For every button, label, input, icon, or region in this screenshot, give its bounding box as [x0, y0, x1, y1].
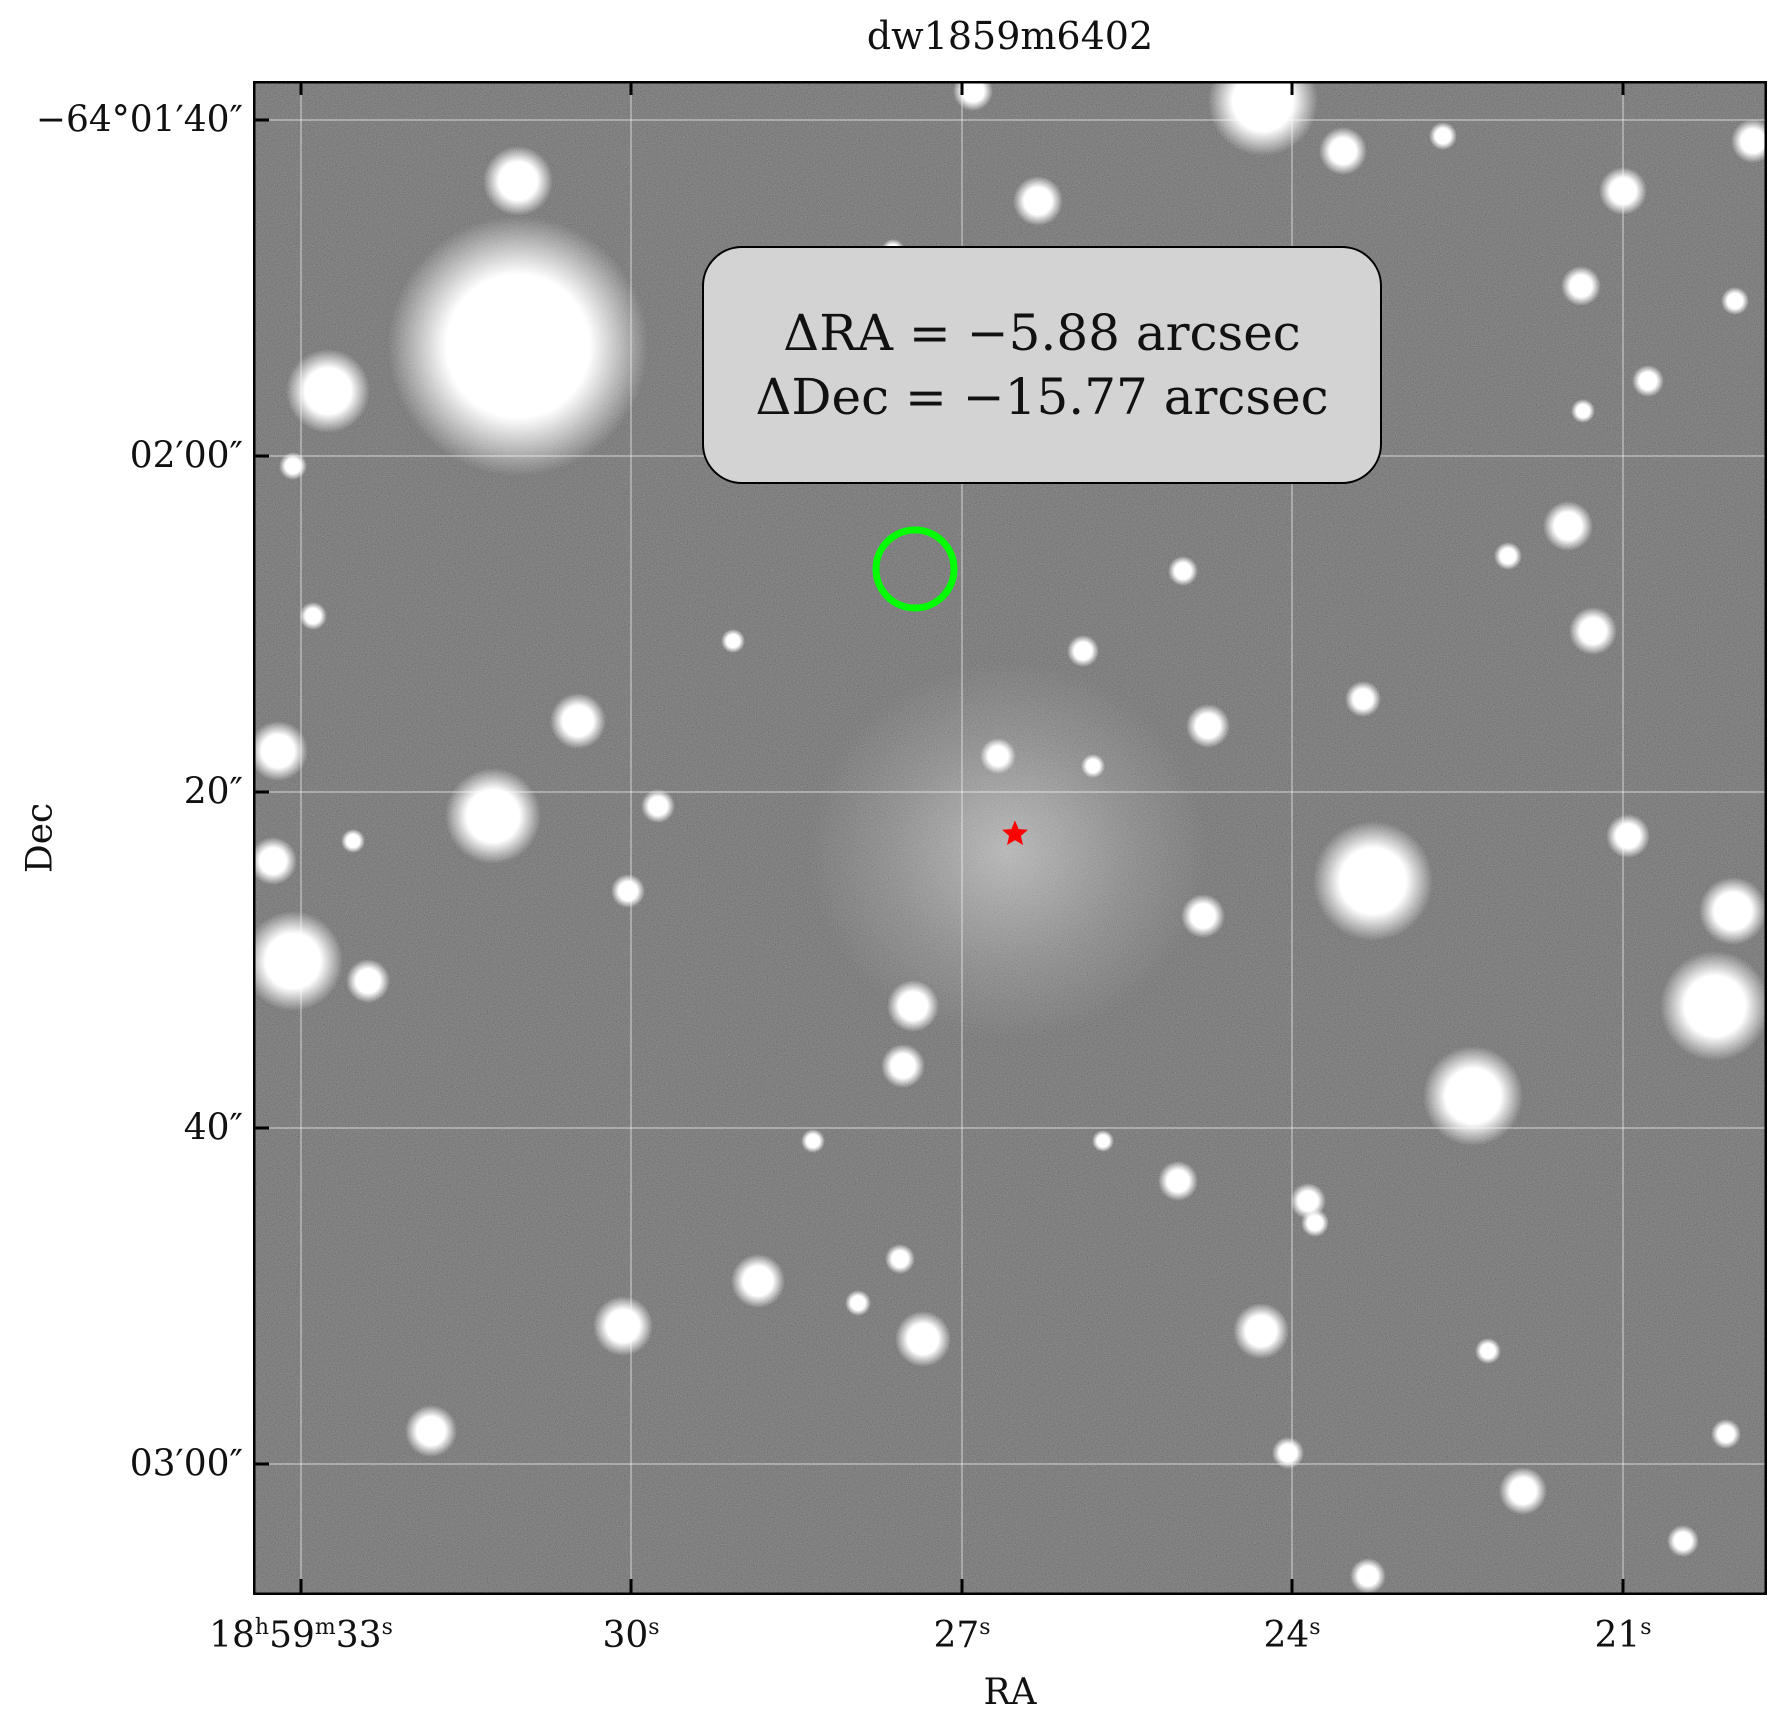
star-source [1301, 1209, 1329, 1237]
star-source [1013, 176, 1063, 226]
star-source [341, 829, 365, 853]
dwarf-galaxy-glow [808, 661, 1208, 1041]
star-source [1721, 287, 1749, 315]
star-source [1313, 821, 1433, 941]
star-source [1543, 501, 1593, 551]
star-source [1319, 127, 1367, 175]
figure-title: dw1859m6402 [866, 14, 1154, 58]
star-source [881, 1044, 925, 1088]
star-source [1158, 1161, 1198, 1201]
star-source [593, 1296, 653, 1356]
star-source [388, 216, 648, 476]
star-source [895, 1311, 951, 1367]
dec-tick-label: 20″ [183, 771, 243, 813]
star-source [445, 768, 541, 864]
star-source [253, 721, 308, 781]
star-source [1660, 951, 1767, 1061]
star-source [801, 1129, 825, 1153]
green-circle-marker [872, 526, 958, 612]
coordinate-grid [253, 81, 1767, 1595]
star-source [1711, 1419, 1741, 1449]
star-source [731, 1254, 785, 1308]
dec-tick-label: 02′00″ [129, 435, 243, 477]
star-source [1499, 1467, 1547, 1515]
star-source [1181, 894, 1225, 938]
dec-tick-label: −64°01′40″ [35, 99, 243, 141]
star-source [1571, 399, 1595, 423]
star-source [550, 693, 606, 749]
axis-ticks [253, 81, 1625, 1595]
star-source [1186, 704, 1230, 748]
ra-tick-label: 24s [1263, 1615, 1321, 1656]
star-source [1092, 1130, 1114, 1152]
star-source [641, 789, 675, 823]
delta-ra-text: ΔRA = −5.88 arcsec [783, 304, 1301, 362]
star-field [253, 81, 1767, 1594]
ra-tick-label: 27s [933, 1615, 991, 1656]
star-source [1569, 607, 1617, 655]
star-source [1429, 122, 1457, 150]
star-source [286, 349, 370, 433]
star-source [1423, 1046, 1523, 1146]
star-source [845, 1290, 871, 1316]
ra-tick-label: 18h59m33s [209, 1615, 393, 1656]
star-source [1667, 1525, 1699, 1557]
panel-frame [253, 81, 1767, 1595]
star-source [1233, 1303, 1289, 1359]
star-source [346, 959, 390, 1003]
red-star-marker [1002, 820, 1028, 845]
y-axis-label: Dec [19, 802, 61, 874]
dec-tick-label: 40″ [183, 1107, 243, 1149]
star-source [1561, 266, 1601, 306]
star-source [299, 602, 327, 630]
offset-annotation-box: ΔRA = −5.88 arcsec ΔDec = −15.77 arcsec [702, 246, 1382, 484]
star-source [611, 874, 645, 908]
ra-tick-label: 21s [1594, 1615, 1652, 1656]
ra-tick-label: 30s [602, 1615, 660, 1656]
star-source [1208, 81, 1318, 156]
star-source [253, 837, 297, 885]
star-source [1699, 877, 1767, 945]
star-source [1345, 681, 1381, 717]
star-source [253, 911, 343, 1011]
x-axis-label: RA [983, 1672, 1037, 1713]
star-source [405, 1405, 457, 1457]
star-source [1632, 365, 1664, 397]
star-source [1731, 119, 1767, 163]
star-source [887, 980, 939, 1032]
star-source [980, 738, 1016, 774]
star-source [721, 629, 745, 653]
star-source [1272, 1437, 1304, 1469]
star-source [1067, 635, 1099, 667]
delta-dec-text: ΔDec = −15.77 arcsec [755, 368, 1329, 426]
star-source [1168, 556, 1198, 586]
star-source [1475, 1338, 1501, 1364]
star-source [1350, 1558, 1386, 1594]
dec-tick-label: 03′00″ [129, 1443, 243, 1485]
star-source [1081, 754, 1105, 778]
star-source [1606, 814, 1650, 858]
star-source [885, 1244, 915, 1274]
star-source [279, 452, 307, 480]
star-source [483, 146, 553, 216]
star-source [1494, 542, 1522, 570]
